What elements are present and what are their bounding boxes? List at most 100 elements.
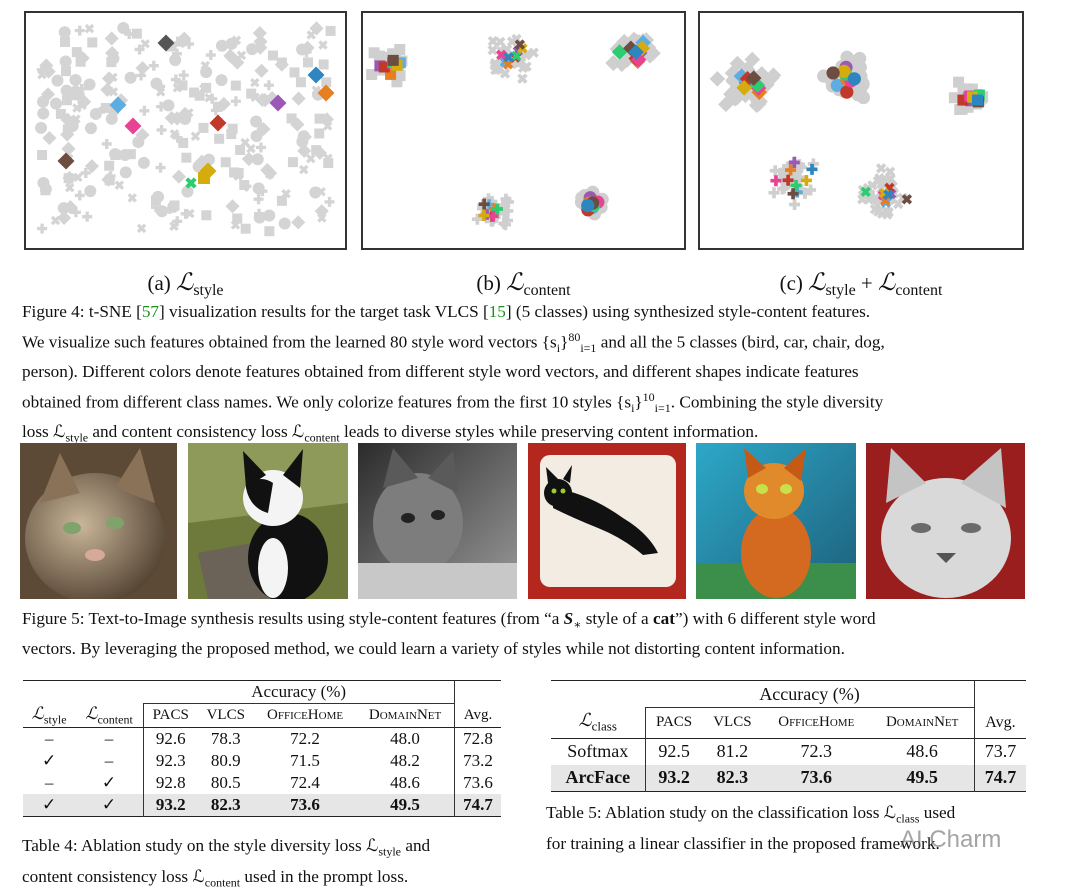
tsne-point <box>495 36 506 48</box>
tsne-point <box>189 87 200 98</box>
tsne-point <box>497 199 509 211</box>
tsne-point <box>790 174 802 186</box>
tsne-point <box>74 25 85 36</box>
tsne-point <box>60 66 71 77</box>
tsne-point <box>101 138 112 149</box>
tsne-point <box>100 102 111 113</box>
tsne-point <box>840 85 854 99</box>
t4-accuracy-header: Accuracy (%) <box>143 680 455 704</box>
tsne-point <box>59 55 72 68</box>
tsne-point <box>799 187 811 199</box>
tsne-point <box>790 179 802 191</box>
tsne-point <box>108 87 119 97</box>
subcaption-c: (c) ℒstyle + ℒcontent <box>779 270 943 300</box>
tsne-point <box>181 185 194 198</box>
t5-col-lclass: ℒclass <box>578 710 617 734</box>
tsne-point <box>957 94 969 106</box>
tsne-point <box>71 47 82 58</box>
tsne-point <box>127 193 137 203</box>
tsne-point <box>178 70 189 81</box>
tsne-point <box>830 78 844 92</box>
tsne-point <box>155 87 166 97</box>
tsne-point <box>139 105 150 116</box>
tsne-point <box>37 95 50 108</box>
tsne-point <box>795 161 807 173</box>
t5-col-officehome: OfficeHome <box>778 714 855 731</box>
tsne-point <box>791 164 803 176</box>
ref-15[interactable]: 15 <box>488 302 506 321</box>
tsne-point <box>215 74 228 87</box>
tsne-point <box>800 174 812 186</box>
tsne-point <box>806 163 818 175</box>
tsne-point <box>58 26 71 39</box>
tsne-point <box>198 122 209 133</box>
tsne-point <box>847 72 861 86</box>
tsne-point <box>496 49 507 61</box>
tsne-point <box>76 83 87 94</box>
cat-image-4 <box>528 443 686 599</box>
tsne-point <box>274 57 289 72</box>
tsne-point <box>287 157 298 168</box>
tsne-point <box>511 50 522 62</box>
tsne-point <box>311 145 322 156</box>
tsne-point <box>366 69 378 81</box>
tsne-point <box>788 157 800 169</box>
tsne-point <box>769 165 781 177</box>
tsne-point <box>521 61 532 72</box>
tsne-point <box>314 128 325 139</box>
table-row: ✓ – 92.3 80.9 71.5 48.2 73.2 <box>23 749 501 772</box>
tsne-point <box>169 54 182 67</box>
tsne-point <box>499 68 511 79</box>
tsne-point <box>124 71 137 84</box>
tsne-point <box>581 198 595 213</box>
tsne-point <box>181 152 192 163</box>
table-4: Accuracy (%) ℒstyle ℒcontent PACS VLCS O… <box>23 680 501 817</box>
tsne-point <box>184 39 195 50</box>
tsne-point <box>107 52 120 65</box>
tsne-point <box>487 35 499 47</box>
tsne-point <box>176 36 187 47</box>
tsne-point <box>498 217 510 229</box>
tsne-point <box>236 50 247 61</box>
tsne-point <box>956 103 968 115</box>
table-row-best: ArcFace 93.2 82.3 73.6 49.5 74.7 <box>551 764 1026 791</box>
tsne-point <box>482 193 494 205</box>
tsne-point <box>491 203 503 215</box>
tsne-panel-style <box>24 11 347 250</box>
tsne-point <box>306 153 316 164</box>
tsne-point <box>250 77 260 88</box>
tsne-point <box>61 95 72 106</box>
tsne-point <box>826 66 840 80</box>
tsne-point <box>73 172 83 183</box>
tsne-point <box>226 129 237 140</box>
tsne-point <box>255 92 270 108</box>
tsne-point <box>776 183 788 195</box>
tsne-point <box>36 64 47 75</box>
tsne-point <box>169 200 180 211</box>
tsne-point <box>150 77 163 90</box>
tsne-point <box>502 205 514 217</box>
tsne-point <box>778 164 790 176</box>
tsne-point <box>487 210 499 222</box>
tsne-point <box>785 164 797 176</box>
tsne-plot-style <box>35 21 336 237</box>
tsne-point <box>185 208 195 219</box>
tsne-point <box>316 187 326 197</box>
tsne-point <box>185 177 197 189</box>
tsne-point <box>227 123 238 134</box>
t4-col-domainnet: DomainNet <box>368 706 442 723</box>
tsne-point <box>793 159 805 171</box>
tsne-point <box>104 160 115 171</box>
tsne-point <box>110 149 121 160</box>
tsne-point <box>276 195 287 206</box>
t5-col-pacs: PACS <box>644 707 703 738</box>
tsne-point <box>521 49 532 61</box>
tsne-point <box>323 158 334 169</box>
tsne-point <box>478 198 490 210</box>
tsne-point <box>152 190 165 203</box>
tsne-point <box>84 185 97 198</box>
ref-57[interactable]: 57 <box>141 302 160 321</box>
tsne-point <box>281 188 291 199</box>
tsne-point <box>156 101 167 112</box>
tsne-point <box>240 223 251 234</box>
